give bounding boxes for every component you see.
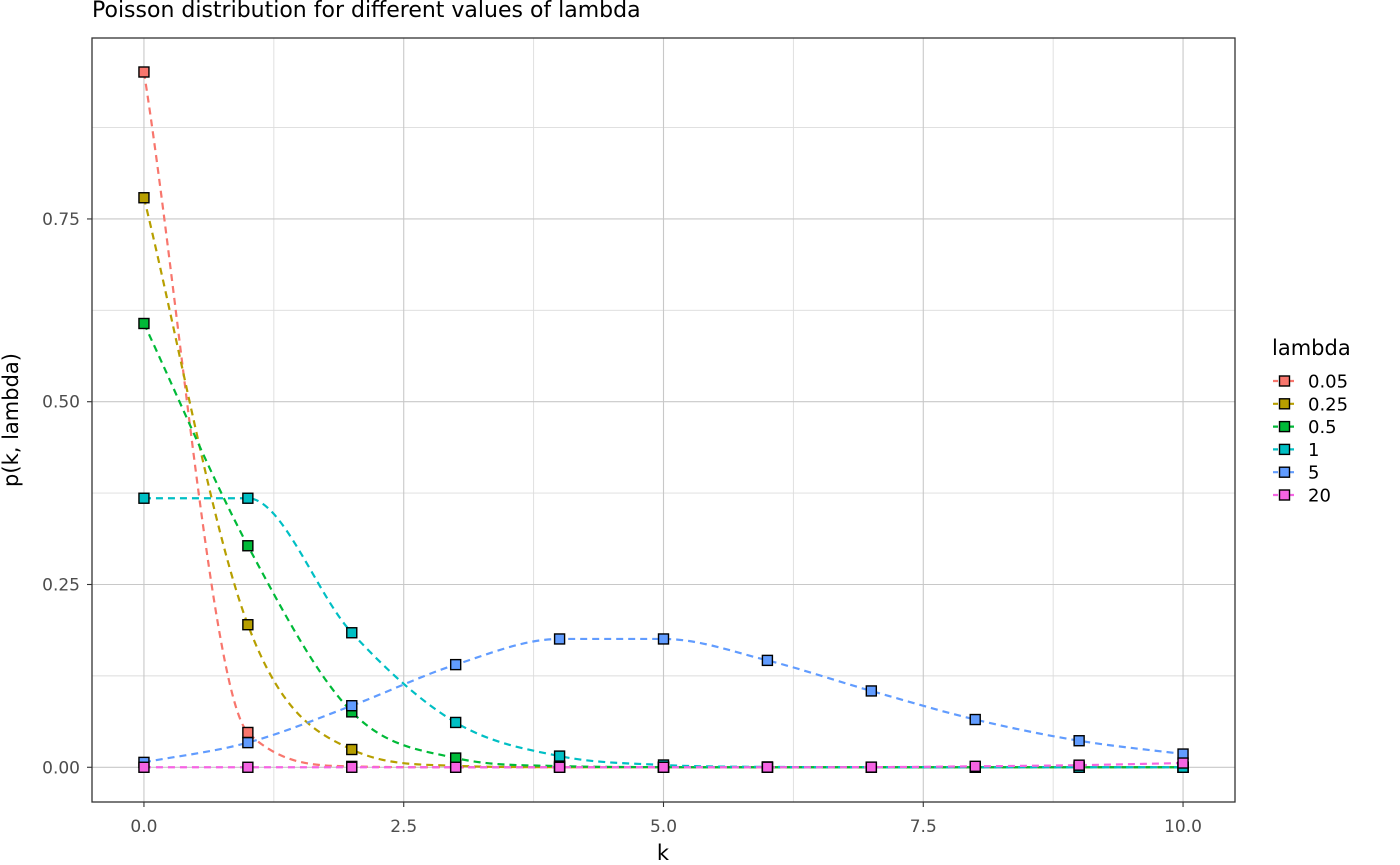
legend-item: 1 [1273,440,1319,461]
data-point [242,492,254,504]
data-point [449,752,462,764]
series-line-1 [143,497,1184,769]
data-point [761,761,774,773]
legend-key-marker [1278,398,1291,410]
data-point [553,750,566,762]
data-point [138,317,150,330]
data-point [969,713,981,726]
data-point [865,761,878,773]
legend-label: 5 [1308,463,1319,484]
data-point [138,761,150,773]
y-tick-labels: 0.00 0.25 0.50 0.75 [42,210,92,778]
legend-item: 0.25 [1273,394,1348,415]
legend-key-marker [1278,489,1291,501]
legend-title: lambda [1272,336,1351,360]
data-point [242,540,254,552]
x-tick-label: 10.0 [1164,817,1202,837]
x-tick-labels: 0.0 2.5 5.0 7.5 10.0 [130,802,1202,837]
data-point [449,658,462,671]
legend-label: 1 [1308,440,1319,461]
x-axis-title: k [657,841,670,865]
series-points [138,66,1189,773]
data-point [242,726,254,739]
data-point [346,700,358,712]
data-point [138,192,150,204]
data-point [242,761,254,773]
panel-grid [92,38,1235,802]
data-point [449,761,462,773]
legend-item: 0.5 [1273,417,1337,438]
x-tick-label: 0.0 [130,817,157,837]
x-tick-label: 5.0 [650,817,677,837]
data-point [242,736,254,749]
legend-item: 20 [1273,486,1331,507]
y-tick-label: 0.25 [42,575,80,595]
data-point [242,619,254,631]
y-tick-label: 0.00 [42,758,80,778]
chart-title: Poisson distribution for different value… [92,0,641,23]
legend-key-marker [1278,466,1291,478]
data-point [449,716,462,729]
x-tick-label: 7.5 [910,817,937,837]
data-point [969,760,981,773]
data-point [865,685,878,697]
data-point [553,633,566,645]
legend-key-marker [1278,420,1291,433]
y-tick-label: 0.75 [42,210,80,230]
data-point [346,761,358,773]
data-point [657,761,670,773]
data-point [138,492,150,504]
x-tick-label: 2.5 [390,817,417,837]
y-axis-title: p(k, lambda) [0,353,23,487]
data-point [657,633,670,645]
data-point [346,627,358,639]
legend-item: 0.05 [1273,372,1348,393]
series-line-5 [143,637,1184,764]
legend-label: 0.25 [1308,394,1348,415]
data-point [761,654,774,667]
data-point [346,743,358,756]
legend-label: 20 [1308,486,1331,507]
y-tick-label: 0.50 [42,393,80,413]
legend-label: 0.5 [1308,417,1337,438]
legend-key-marker [1278,375,1291,387]
data-point [1073,759,1085,771]
data-point [138,66,150,78]
legend-label: 0.05 [1308,372,1348,393]
legend-key-marker [1278,443,1291,456]
data-point [1073,735,1085,747]
data-point [553,761,566,773]
data-point [1177,757,1189,769]
legend-item: 5 [1273,463,1319,484]
